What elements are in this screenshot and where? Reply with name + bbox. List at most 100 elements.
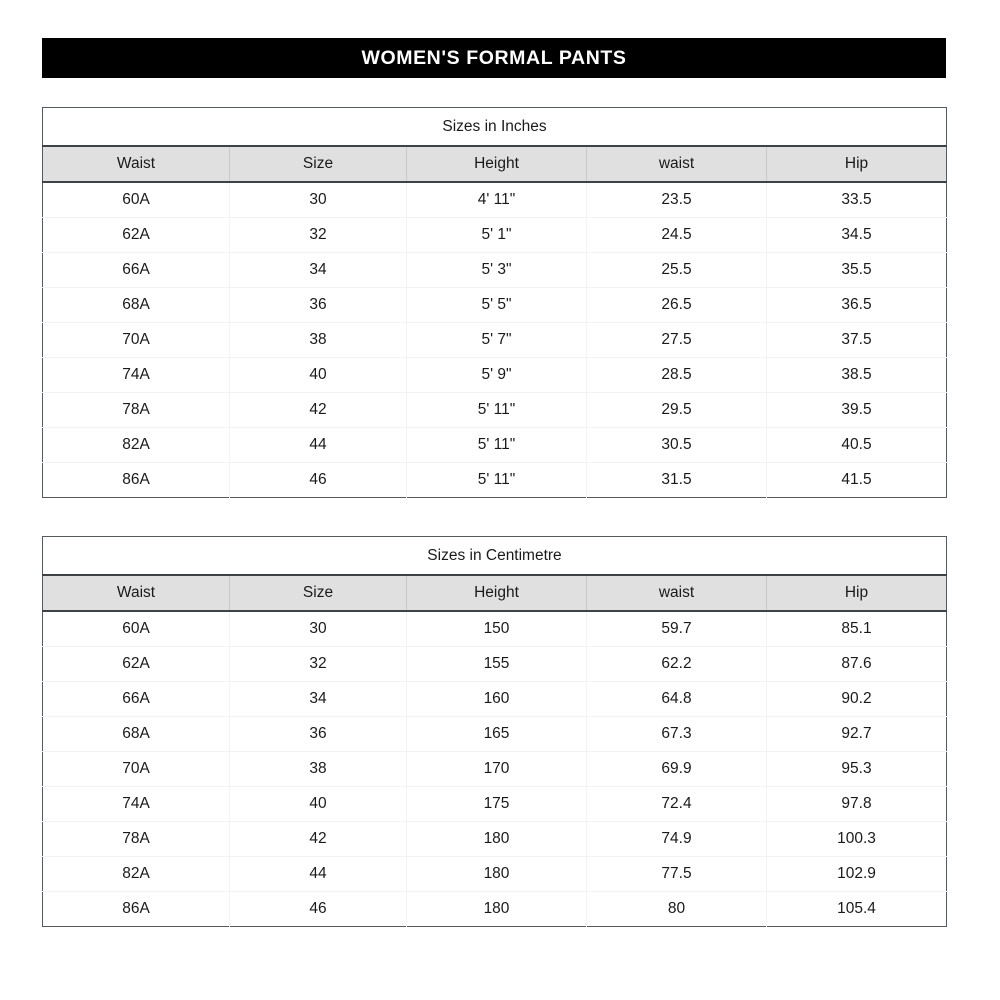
cell-height: 5' 7" [406,322,587,358]
cell-size: 38 [229,322,407,358]
cell-height: 155 [406,646,587,682]
cell-hip: 100.3 [766,821,947,857]
column-header-waist-code: Waist [42,575,230,612]
cell-waist: 26.5 [586,287,767,323]
table-caption-row: Sizes in Centimetre [42,536,947,576]
cell-size: 42 [229,392,407,428]
table-row: 62A 32 5' 1" 24.5 34.5 [42,217,947,253]
cell-waist: 24.5 [586,217,767,253]
table-row: 70A 38 170 69.9 95.3 [42,751,947,787]
cell-waist-code: 60A [42,611,230,647]
cell-waist: 27.5 [586,322,767,358]
table-row: 68A 36 5' 5" 26.5 36.5 [42,287,947,323]
column-header-hip: Hip [766,146,947,183]
cell-hip: 37.5 [766,322,947,358]
cell-height: 5' 9" [406,357,587,393]
cell-size: 46 [229,891,407,927]
cell-height: 175 [406,786,587,822]
cell-height: 170 [406,751,587,787]
cell-height: 5' 11" [406,462,587,498]
cell-size: 44 [229,856,407,892]
cell-waist: 30.5 [586,427,767,463]
cell-height: 5' 3" [406,252,587,288]
cell-waist-code: 68A [42,716,230,752]
cell-hip: 95.3 [766,751,947,787]
cell-size: 34 [229,252,407,288]
cell-size: 36 [229,716,407,752]
cell-hip: 97.8 [766,786,947,822]
cell-hip: 87.6 [766,646,947,682]
column-header-height: Height [406,575,587,612]
cell-waist: 23.5 [586,182,767,218]
cell-size: 46 [229,462,407,498]
cell-height: 180 [406,891,587,927]
table-body: 60A 30 4' 11" 23.5 33.5 62A 32 5' 1" 24.… [42,182,947,498]
table-caption-row: Sizes in Inches [42,107,947,147]
table-caption: Sizes in Inches [42,107,947,147]
size-table-inches: Sizes in Inches Waist Size Height waist … [42,107,948,498]
cell-hip: 35.5 [766,252,947,288]
cell-height: 180 [406,821,587,857]
table-row: 78A 42 5' 11" 29.5 39.5 [42,392,947,428]
column-header-row: Waist Size Height waist Hip [42,575,947,612]
column-header-size: Size [229,146,407,183]
cell-waist-code: 62A [42,646,230,682]
cell-height: 160 [406,681,587,717]
table-row: 82A 44 5' 11" 30.5 40.5 [42,427,947,463]
column-header-row: Waist Size Height waist Hip [42,146,947,183]
cell-waist-code: 66A [42,252,230,288]
cell-waist: 67.3 [586,716,767,752]
table-row: 70A 38 5' 7" 27.5 37.5 [42,322,947,358]
size-table-centimetre: Sizes in Centimetre Waist Size Height wa… [42,536,947,927]
column-header-size: Size [229,575,407,612]
cell-height: 5' 5" [406,287,587,323]
centimetre-table-block: Sizes in Centimetre Waist Size Height wa… [42,536,947,927]
cell-waist: 77.5 [586,856,767,892]
cell-hip: 36.5 [766,287,947,323]
cell-waist-code: 78A [42,821,230,857]
cell-hip: 105.4 [766,891,947,927]
cell-hip: 41.5 [766,462,947,498]
cell-height: 5' 1" [406,217,587,253]
cell-waist-code: 86A [42,462,230,498]
column-header-waist-code: Waist [42,146,230,183]
cell-size: 32 [229,646,407,682]
cell-hip: 40.5 [766,427,947,463]
table-caption: Sizes in Centimetre [42,536,947,576]
cell-height: 150 [406,611,587,647]
cell-size: 30 [229,182,407,218]
cell-hip: 34.5 [766,217,947,253]
column-header-height: Height [406,146,587,183]
cell-waist-code: 66A [42,681,230,717]
table-row: 86A 46 180 80 105.4 [42,891,947,927]
cell-hip: 85.1 [766,611,947,647]
cell-hip: 102.9 [766,856,947,892]
cell-height: 5' 11" [406,392,587,428]
cell-height: 165 [406,716,587,752]
table-row: 74A 40 175 72.4 97.8 [42,786,947,822]
cell-waist: 62.2 [586,646,767,682]
table-row: 66A 34 160 64.8 90.2 [42,681,947,717]
cell-hip: 38.5 [766,357,947,393]
cell-waist-code: 70A [42,322,230,358]
cell-waist: 28.5 [586,357,767,393]
table-row: 82A 44 180 77.5 102.9 [42,856,947,892]
cell-height: 5' 11" [406,427,587,463]
cell-waist: 72.4 [586,786,767,822]
table-row: 86A 46 5' 11" 31.5 41.5 [42,462,947,498]
inches-table-block: Sizes in Inches Waist Size Height waist … [42,107,948,498]
cell-size: 36 [229,287,407,323]
cell-waist-code: 86A [42,891,230,927]
table-row: 66A 34 5' 3" 25.5 35.5 [42,252,947,288]
cell-waist-code: 60A [42,182,230,218]
table-row: 78A 42 180 74.9 100.3 [42,821,947,857]
cell-waist: 69.9 [586,751,767,787]
table-row: 68A 36 165 67.3 92.7 [42,716,947,752]
cell-size: 40 [229,357,407,393]
column-header-waist: waist [586,146,767,183]
cell-waist: 25.5 [586,252,767,288]
cell-size: 34 [229,681,407,717]
cell-size: 32 [229,217,407,253]
cell-waist-code: 74A [42,357,230,393]
cell-hip: 39.5 [766,392,947,428]
